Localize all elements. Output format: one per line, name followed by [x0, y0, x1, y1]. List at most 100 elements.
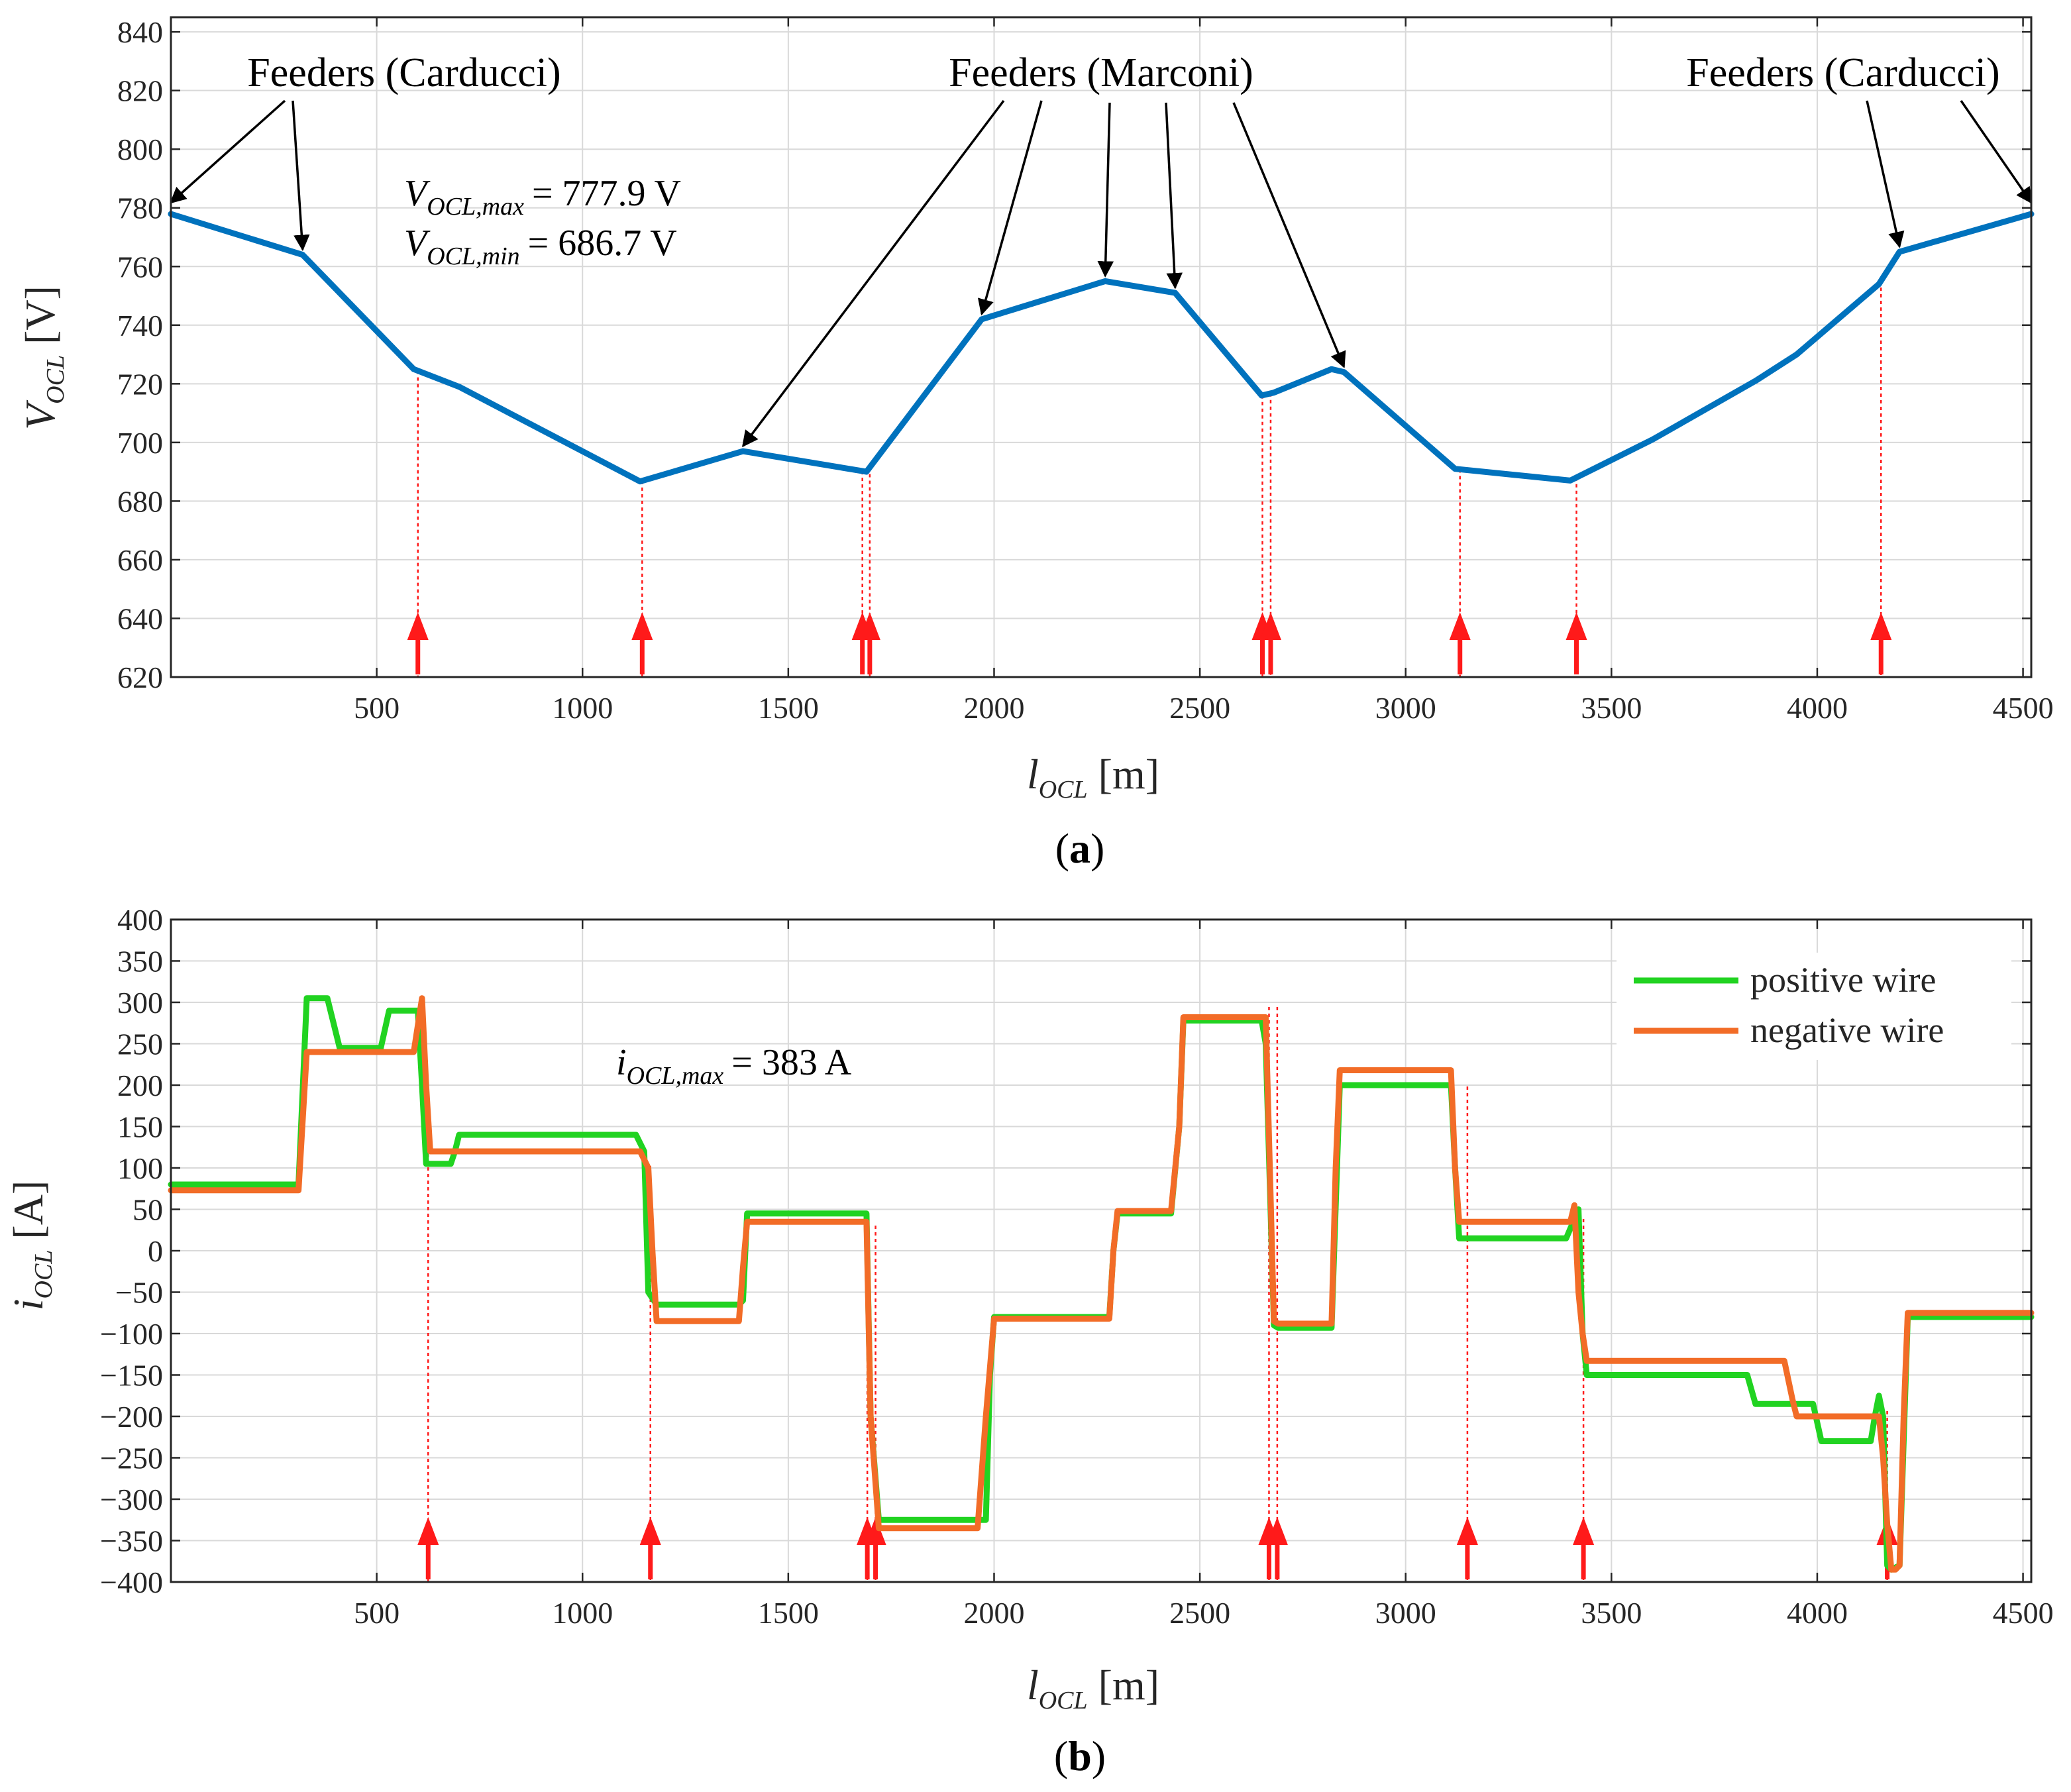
panel-a-y-tick-label: 780: [117, 191, 163, 225]
panel-b-y-tick-label: 400: [117, 903, 163, 937]
panel-a-position-arrow-head: [631, 612, 653, 640]
panel-b-y-tick-label: −200: [100, 1400, 163, 1434]
panel-b-y-tick-label: −350: [100, 1524, 163, 1558]
panel-b-series-line-negative-wire: [168, 995, 2035, 1573]
panel-b-series: [168, 995, 2035, 1573]
panel-b-y-tick-label: 150: [117, 1110, 163, 1144]
panel-b-position-arrow-head: [417, 1517, 439, 1545]
panel-a-position-arrow-head: [859, 612, 880, 640]
panel-b-y-tick-label: −100: [100, 1317, 163, 1351]
panel-a-y-tick-label: 700: [117, 426, 163, 460]
legend-negative-wire-label: negative wire: [1750, 1010, 1944, 1050]
annotation-feeders-carducci-left: Feeders (Carducci): [247, 50, 560, 95]
panel-b-y-tick-label: 0: [148, 1234, 163, 1268]
panel-b-position-arrow-head: [865, 1517, 886, 1545]
panel-b-position-arrow-head: [1456, 1517, 1478, 1545]
panel-b-y-tick-label: 350: [117, 945, 163, 978]
panel-a-y-tick-label: 800: [117, 132, 163, 166]
panel-b-x-tick-label: 1000: [552, 1596, 613, 1630]
panel-a-x-tick-label: 2500: [1169, 691, 1230, 725]
panel-a-y-tick-label: 660: [117, 543, 163, 577]
panel-b-position-arrow-head: [1573, 1517, 1595, 1545]
feeder-arrow-feeders-mid: [742, 99, 1005, 448]
panel-b-drop-lines: [417, 1007, 1898, 1582]
panel-b-x-tick-label: 3000: [1375, 1596, 1436, 1630]
feeder-arrow-feeders-mid: [977, 100, 1043, 316]
panel-b-y-tick-label: 250: [117, 1028, 163, 1061]
panel-b-x-tick-label: 1500: [758, 1596, 819, 1630]
panel-a-axes-frame: [170, 16, 2033, 678]
panel-b-y-tick-label: −250: [100, 1442, 163, 1475]
feeder-arrow-feeders-mid: [1165, 102, 1183, 290]
panel-a-x-axis-label: lOCL [m]: [1027, 751, 1159, 804]
panel-a-x-tick-label: 1500: [758, 691, 819, 725]
panel-a-x-tick-label: 3000: [1375, 691, 1436, 725]
legend-positive-wire-label: positive wire: [1750, 960, 1936, 1000]
feeder-arrow-feeders-left: [170, 99, 286, 204]
panel-a-series: [168, 211, 2035, 485]
feeder-arrow-feeders-right: [1866, 100, 1905, 248]
annotation-imax: iOCL,max = 383 A: [616, 1042, 852, 1090]
panel-b-x-tick-label: 4000: [1787, 1596, 1848, 1630]
legend-box: [1617, 953, 2011, 1060]
panel-b-ticks: 500 1000 1500 2000 2500 3000 3500 4000 4500−400−…: [100, 903, 2054, 1630]
panel-a-y-tick-label: 620: [117, 660, 163, 694]
panel-b-y-tick-label: 100: [117, 1151, 163, 1185]
panel-b-position-arrow-head: [1266, 1517, 1288, 1545]
panel-a-x-tick-label: 2000: [963, 691, 1024, 725]
panel-a-caption: (a): [1055, 825, 1105, 872]
annotation-feeders-marconi: Feeders (Marconi): [949, 50, 1253, 95]
panel-a-y-tick-label: 680: [117, 484, 163, 518]
panel-a-series-line-v-ocl: [168, 211, 2035, 485]
panel-b-series-line-positive-wire: [168, 995, 2035, 1573]
panel-b-x-tick-label: 500: [354, 1596, 399, 1630]
panel-a-position-arrow-head: [1870, 612, 1892, 640]
panel-a-x-tick-label: 500: [354, 691, 399, 725]
panel-a-y-tick-label: 740: [117, 309, 163, 343]
panel-a-feeder-arrows: [170, 99, 2033, 448]
panel-b-y-tick-label: −300: [100, 1483, 163, 1516]
panel-a-y-tick-label: 760: [117, 250, 163, 284]
panel-a-drop-lines: [407, 280, 1892, 677]
panel-b-position-arrow-head: [639, 1517, 661, 1545]
panel-b-grid: [171, 920, 2031, 1582]
feeder-arrow-feeders-left: [292, 100, 310, 252]
panel-a-y-tick-label: 720: [117, 367, 163, 401]
panel-b-y-tick-label: 200: [117, 1069, 163, 1102]
panel-b-y-tick-label: −400: [100, 1565, 163, 1599]
panel-b-y-tick-label: −150: [100, 1359, 163, 1393]
annotation-vmin: VOCL,min = 686.7 V: [404, 223, 677, 270]
panel-a-voltage-chart: 500 1000 1500 2000 2500 3000 3500 4000 4500 620 64…: [17, 15, 2054, 872]
panel-b-x-tick-label: 4500: [1993, 1596, 2054, 1630]
panel-b-y-tick-label: 50: [133, 1193, 163, 1227]
feeder-arrow-feeders-right: [1960, 100, 2033, 204]
panel-a-y-tick-label: 840: [117, 15, 163, 49]
panel-a-position-arrow-head: [1259, 612, 1281, 640]
panel-a-y-tick-label: 640: [117, 602, 163, 635]
panel-b-x-tick-label: 2500: [1169, 1596, 1230, 1630]
panel-b-x-axis-label: lOCL [m]: [1027, 1661, 1159, 1714]
panel-a-grid: [171, 17, 2031, 677]
panel-a-position-arrow-head: [407, 612, 429, 640]
panel-a-x-tick-label: 4000: [1787, 691, 1848, 725]
annotation-feeders-carducci-right: Feeders (Carducci): [1686, 50, 1999, 95]
panel-b-y-tick-label: 300: [117, 986, 163, 1020]
panel-b-current-chart: 500 1000 1500 2000 2500 3000 3500 4000 4500−400−…: [5, 903, 2054, 1779]
panel-a-x-tick-label: 3500: [1581, 691, 1642, 725]
panel-a-ticks: 500 1000 1500 2000 2500 3000 3500 4000 4500 620 64…: [117, 15, 2054, 725]
panel-b-y-tick-label: −50: [115, 1276, 163, 1310]
panel-b-y-axis-label: iOCL[A]: [5, 1181, 58, 1311]
panel-a-position-arrow-head: [1566, 612, 1587, 640]
panel-a-x-tick-label: 1000: [552, 691, 613, 725]
panel-a-x-tick-label: 4500: [1993, 691, 2054, 725]
feeder-arrow-feeders-mid: [1097, 102, 1114, 278]
panel-b-x-tick-label: 3500: [1581, 1596, 1642, 1630]
panel-b-caption: (b): [1054, 1732, 1106, 1779]
panel-a-y-axis-label: VOCL[V]: [17, 286, 70, 430]
annotation-vmax: VOCL,max = 777.9 V: [404, 173, 681, 221]
panel-b-legend: positive wire negative wire: [1617, 953, 2011, 1060]
panel-b-x-tick-label: 2000: [963, 1596, 1024, 1630]
panel-a-position-arrow-head: [1449, 612, 1471, 640]
feeder-arrow-feeders-mid: [1232, 102, 1346, 368]
